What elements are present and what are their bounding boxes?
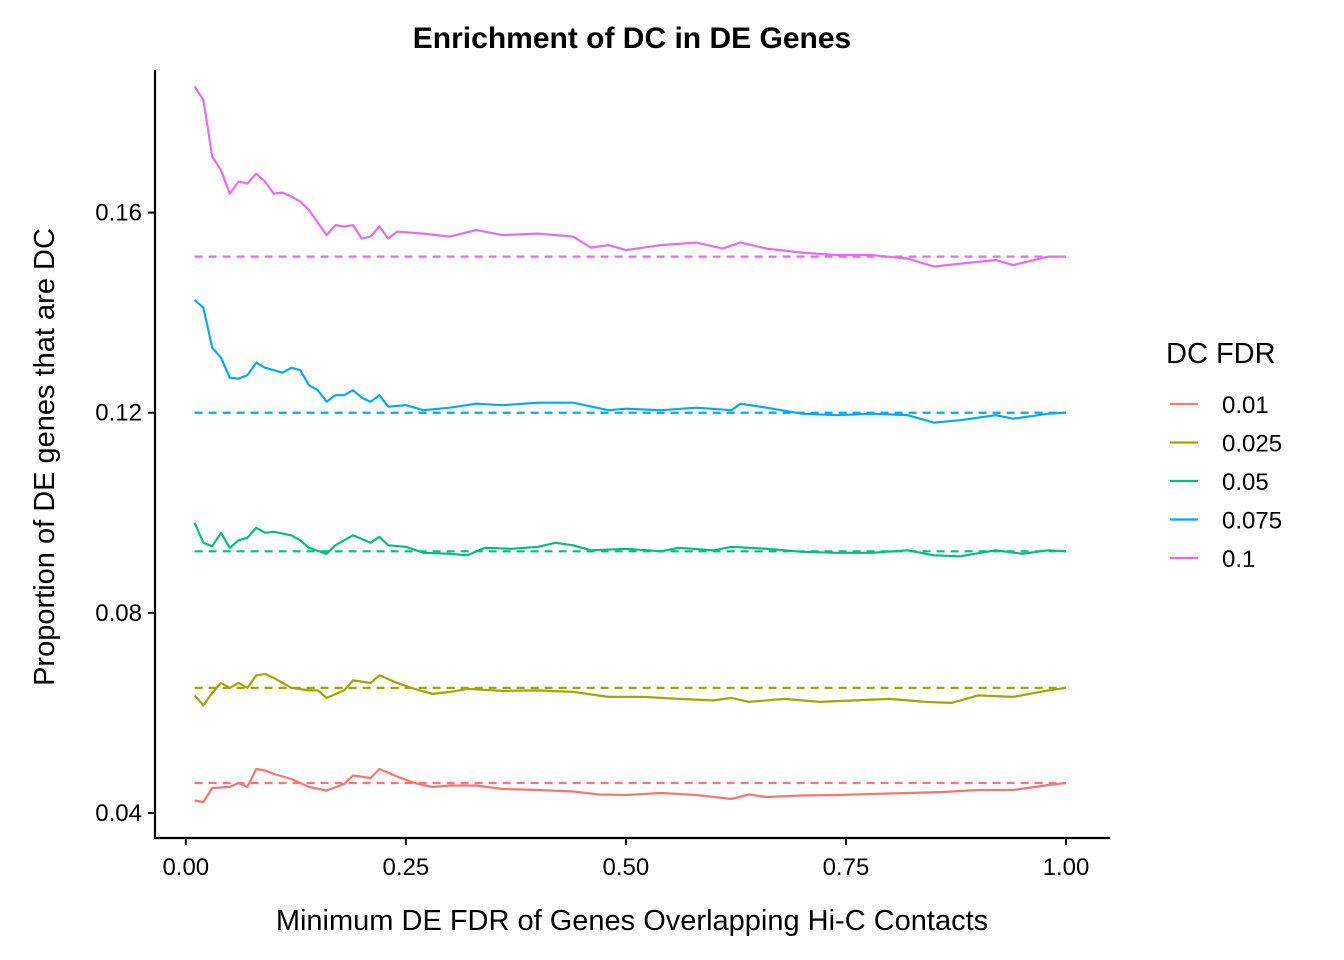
series-0.05: [193, 522, 1067, 558]
legend-item: 0.05: [1170, 469, 1269, 496]
legend-label: 0.05: [1222, 469, 1269, 496]
series-0.075: [193, 299, 1067, 424]
x-axis-ticks: 0.00 0.25 0.50 0.75 1.00: [162, 838, 1089, 881]
x-tick-label: 0.50: [603, 854, 650, 881]
legend-item: 0.1: [1170, 546, 1255, 573]
legend-label: 0.01: [1222, 392, 1269, 419]
y-tick-label: 0.16: [95, 200, 142, 227]
chart-title: Enrichment of DC in DE Genes: [413, 22, 851, 55]
x-axis-title: Minimum DE FDR of Genes Overlapping Hi-C…: [276, 905, 988, 937]
y-axis-ticks: 0.04 0.08 0.12 0.16: [95, 200, 155, 827]
series-line-0.01: [194, 767, 1067, 804]
series-line-0.1: [193, 85, 1066, 268]
y-tick-label: 0.04: [95, 800, 142, 827]
series-0.1: [193, 85, 1066, 268]
x-tick-label: 1.00: [1043, 854, 1090, 881]
legend-label: 0.1: [1222, 546, 1255, 573]
series-0.025: [193, 672, 1067, 707]
series-line-0.025: [193, 672, 1067, 707]
y-tick-label: 0.08: [95, 600, 142, 627]
series-line-0.075: [193, 299, 1067, 424]
legend-item: 0.01: [1170, 392, 1269, 419]
legend-item: 0.075: [1170, 508, 1282, 535]
legend-label: 0.025: [1222, 431, 1282, 458]
x-tick-label: 0.00: [162, 854, 209, 881]
plot-panel: [193, 85, 1067, 804]
legend-title: DC FDR: [1166, 338, 1276, 370]
x-tick-label: 0.75: [823, 854, 870, 881]
series-line-0.05: [193, 522, 1067, 558]
series-0.01: [194, 767, 1067, 804]
legend-items: 0.01 0.025 0.05 0.075 0.1: [1170, 392, 1282, 573]
legend-item: 0.025: [1170, 431, 1282, 458]
y-tick-label: 0.12: [95, 400, 142, 427]
y-axis-title: Proportion of DE genes that are DC: [29, 228, 61, 686]
legend: DC FDR 0.01 0.025 0.05 0.075 0.1: [1166, 338, 1282, 573]
x-tick-label: 0.25: [382, 854, 429, 881]
legend-label: 0.075: [1222, 508, 1282, 535]
